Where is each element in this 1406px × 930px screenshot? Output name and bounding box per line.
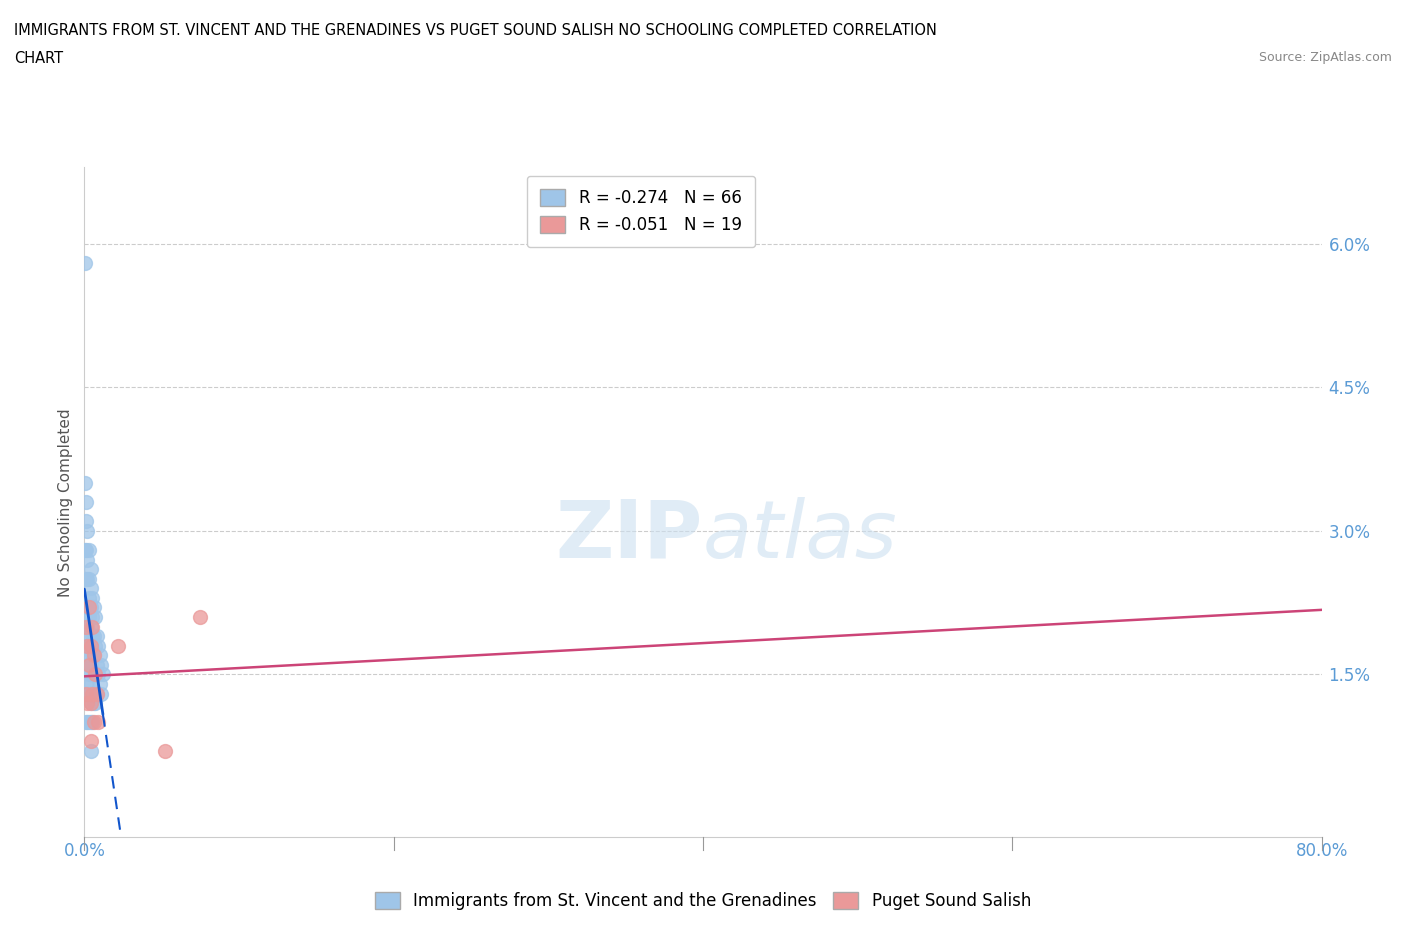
Point bbox=[76, 638, 98, 653]
Point bbox=[79, 638, 101, 653]
Point bbox=[83, 629, 105, 644]
Point bbox=[79, 734, 101, 749]
Point bbox=[86, 629, 108, 644]
Point bbox=[188, 609, 211, 624]
Point bbox=[77, 648, 100, 663]
Point bbox=[75, 638, 97, 653]
Point bbox=[77, 591, 100, 605]
Point bbox=[82, 591, 104, 605]
Point bbox=[77, 686, 100, 701]
Point bbox=[79, 581, 101, 596]
Point bbox=[75, 542, 97, 557]
Text: CHART: CHART bbox=[14, 51, 63, 66]
Point bbox=[86, 658, 108, 672]
Point bbox=[77, 667, 100, 682]
Point bbox=[76, 552, 98, 567]
Point bbox=[83, 696, 105, 711]
Point bbox=[77, 658, 100, 672]
Point bbox=[79, 658, 101, 672]
Point bbox=[83, 648, 105, 663]
Legend: R = -0.274   N = 66, R = -0.051   N = 19: R = -0.274 N = 66, R = -0.051 N = 19 bbox=[527, 176, 755, 247]
Point bbox=[77, 542, 100, 557]
Point bbox=[82, 686, 104, 701]
Point bbox=[153, 743, 176, 758]
Point bbox=[89, 648, 111, 663]
Point bbox=[76, 600, 98, 615]
Legend: Immigrants from St. Vincent and the Grenadines, Puget Sound Salish: Immigrants from St. Vincent and the Gren… bbox=[368, 885, 1038, 917]
Point bbox=[76, 619, 98, 634]
Point bbox=[83, 648, 105, 663]
Point bbox=[79, 600, 101, 615]
Point bbox=[84, 609, 107, 624]
Point bbox=[86, 686, 108, 701]
Point bbox=[77, 629, 100, 644]
Point bbox=[76, 571, 98, 586]
Point bbox=[82, 609, 104, 624]
Point bbox=[107, 638, 129, 653]
Point bbox=[75, 715, 97, 730]
Y-axis label: No Schooling Completed: No Schooling Completed bbox=[58, 408, 73, 596]
Point bbox=[75, 514, 97, 529]
Point bbox=[83, 715, 105, 730]
Point bbox=[76, 658, 98, 672]
Point bbox=[82, 629, 104, 644]
Point bbox=[79, 638, 101, 653]
Point bbox=[84, 667, 107, 682]
Point bbox=[79, 562, 101, 577]
Point bbox=[84, 667, 107, 682]
Point bbox=[91, 667, 114, 682]
Point bbox=[76, 696, 98, 711]
Point bbox=[77, 609, 100, 624]
Point bbox=[76, 715, 98, 730]
Point bbox=[79, 696, 101, 711]
Point bbox=[84, 638, 107, 653]
Text: Source: ZipAtlas.com: Source: ZipAtlas.com bbox=[1258, 51, 1392, 64]
Point bbox=[79, 696, 101, 711]
Point bbox=[77, 715, 100, 730]
Point bbox=[90, 658, 112, 672]
Point bbox=[79, 743, 101, 758]
Point bbox=[77, 600, 100, 615]
Point bbox=[75, 495, 97, 510]
Point bbox=[75, 571, 97, 586]
Point bbox=[79, 715, 101, 730]
Point bbox=[76, 638, 98, 653]
Point bbox=[87, 715, 110, 730]
Point bbox=[75, 600, 97, 615]
Text: atlas: atlas bbox=[703, 497, 898, 575]
Point bbox=[79, 619, 101, 634]
Point bbox=[87, 667, 110, 682]
Point bbox=[75, 256, 97, 271]
Text: ZIP: ZIP bbox=[555, 497, 703, 575]
Point bbox=[79, 676, 101, 691]
Point bbox=[82, 648, 104, 663]
Point bbox=[84, 696, 107, 711]
Point bbox=[82, 667, 104, 682]
Point bbox=[82, 715, 104, 730]
Point bbox=[76, 686, 98, 701]
Point bbox=[75, 686, 97, 701]
Point bbox=[75, 542, 97, 557]
Point bbox=[77, 571, 100, 586]
Point bbox=[82, 619, 104, 634]
Point bbox=[75, 475, 97, 490]
Point bbox=[89, 676, 111, 691]
Point bbox=[75, 619, 97, 634]
Point bbox=[82, 686, 104, 701]
Point bbox=[75, 676, 97, 691]
Point bbox=[90, 686, 112, 701]
Point bbox=[75, 619, 97, 634]
Point bbox=[76, 524, 98, 538]
Point bbox=[86, 686, 108, 701]
Point bbox=[83, 600, 105, 615]
Text: IMMIGRANTS FROM ST. VINCENT AND THE GRENADINES VS PUGET SOUND SALISH NO SCHOOLIN: IMMIGRANTS FROM ST. VINCENT AND THE GREN… bbox=[14, 23, 936, 38]
Point bbox=[87, 638, 110, 653]
Point bbox=[83, 667, 105, 682]
